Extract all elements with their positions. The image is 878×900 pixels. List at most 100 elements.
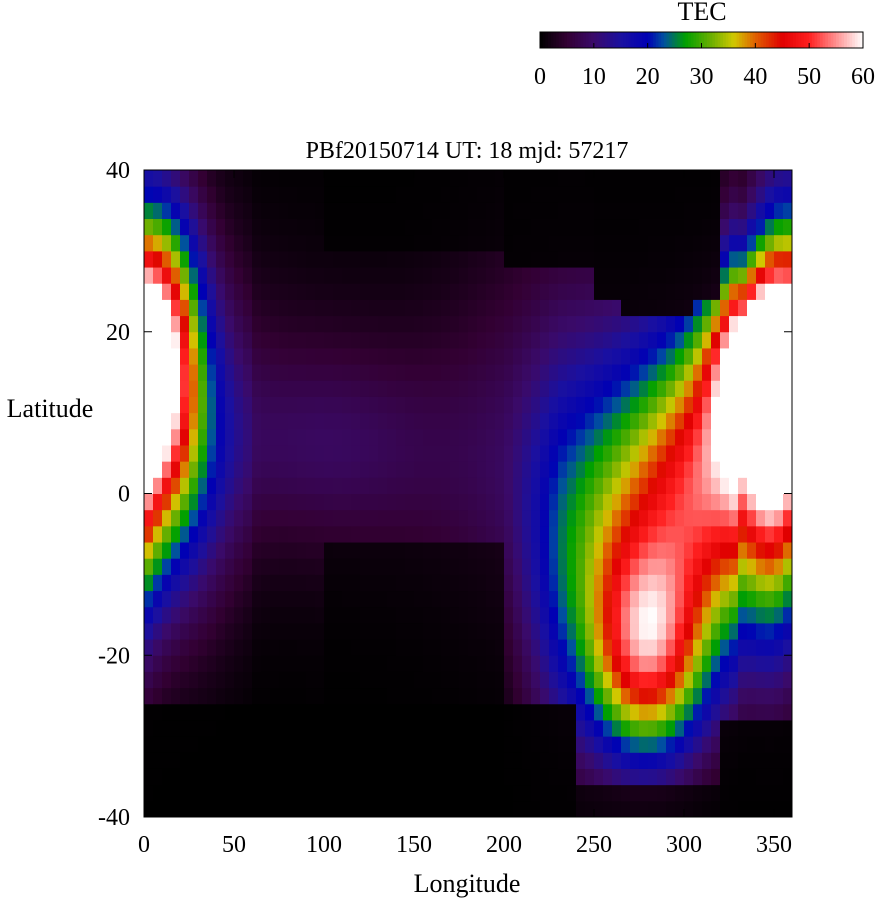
heatmap-cell bbox=[162, 768, 172, 786]
heatmap-cell bbox=[495, 542, 505, 559]
heatmap-cell bbox=[747, 736, 757, 753]
colorbar-segment bbox=[607, 32, 611, 48]
heatmap-cell bbox=[387, 622, 397, 640]
heatmap-cell bbox=[774, 768, 784, 786]
heatmap-cell bbox=[360, 380, 370, 397]
heatmap-cell bbox=[711, 444, 721, 462]
heatmap-cell bbox=[729, 574, 739, 592]
heatmap-cell bbox=[702, 412, 712, 430]
heatmap-cell bbox=[144, 493, 154, 511]
heatmap-cell bbox=[477, 283, 487, 300]
heatmap-cell bbox=[540, 558, 550, 575]
heatmap-cell bbox=[216, 412, 226, 430]
heatmap-cell bbox=[333, 590, 343, 608]
heatmap-cell bbox=[441, 267, 451, 284]
heatmap-cell bbox=[432, 202, 442, 220]
heatmap-cell bbox=[549, 639, 559, 656]
heatmap-cell bbox=[684, 170, 694, 187]
heatmap-cell bbox=[765, 331, 775, 349]
heatmap-cell bbox=[306, 768, 316, 786]
heatmap-cell bbox=[612, 412, 622, 430]
heatmap-cell bbox=[558, 250, 568, 268]
heatmap-cell bbox=[342, 461, 352, 478]
heatmap-cell bbox=[486, 250, 496, 268]
colorbar-segment bbox=[741, 32, 746, 48]
heatmap-cell bbox=[252, 590, 262, 608]
heatmap-cell bbox=[513, 477, 523, 494]
heatmap-cell bbox=[468, 558, 478, 575]
heatmap-cell bbox=[432, 250, 442, 268]
heatmap-cell bbox=[621, 428, 631, 446]
heatmap-cell bbox=[144, 267, 154, 284]
heatmap-cell bbox=[594, 655, 604, 672]
heatmap-cell bbox=[351, 671, 361, 689]
colorbar-segment bbox=[658, 32, 662, 48]
heatmap-cell bbox=[765, 202, 775, 220]
heatmap-cell bbox=[252, 347, 262, 365]
heatmap-cell bbox=[756, 250, 766, 268]
heatmap-cell bbox=[279, 461, 289, 478]
heatmap-cell bbox=[585, 606, 595, 624]
heatmap-cell bbox=[243, 671, 253, 689]
heatmap-cell bbox=[261, 703, 271, 721]
heatmap-cell bbox=[414, 283, 424, 300]
heatmap-cell bbox=[729, 347, 739, 365]
heatmap-cell bbox=[747, 639, 757, 656]
heatmap-cell bbox=[171, 380, 181, 397]
heatmap-cell bbox=[657, 283, 667, 300]
heatmap-cell bbox=[756, 444, 766, 462]
heatmap-cell bbox=[468, 703, 478, 721]
heatmap-cell bbox=[270, 477, 280, 494]
heatmap-cell bbox=[324, 509, 334, 527]
heatmap-cell bbox=[576, 234, 586, 252]
chart-title: PBf20150714 UT: 18 mjd: 57217 bbox=[306, 138, 629, 164]
heatmap-cell bbox=[558, 719, 568, 737]
heatmap-cell bbox=[432, 525, 442, 543]
heatmap-cell bbox=[414, 186, 424, 203]
heatmap-cell bbox=[396, 315, 406, 333]
heatmap-cell bbox=[459, 752, 469, 769]
heatmap-cell bbox=[729, 186, 739, 203]
heatmap-cell bbox=[162, 412, 172, 430]
heatmap-cell bbox=[648, 703, 658, 721]
x-tick-label: 50 bbox=[222, 832, 246, 858]
heatmap-cell bbox=[306, 267, 316, 284]
heatmap-cell bbox=[666, 170, 676, 187]
heatmap-cell bbox=[198, 703, 208, 721]
heatmap-cell bbox=[162, 444, 172, 462]
heatmap-cell bbox=[333, 687, 343, 705]
heatmap-cell bbox=[558, 768, 568, 786]
heatmap-cell bbox=[396, 655, 406, 672]
heatmap-cell bbox=[144, 655, 154, 672]
heatmap-cell bbox=[648, 267, 658, 284]
heatmap-cell bbox=[297, 250, 307, 268]
heatmap-cell bbox=[504, 461, 514, 478]
heatmap-cell bbox=[729, 461, 739, 478]
heatmap-cell bbox=[603, 622, 613, 640]
heatmap-cell bbox=[288, 639, 298, 656]
heatmap-cell bbox=[180, 202, 190, 220]
heatmap-cell bbox=[171, 784, 181, 802]
colorbar-segment bbox=[599, 32, 603, 48]
heatmap-cell bbox=[225, 267, 235, 284]
heatmap-cell bbox=[477, 493, 487, 511]
heatmap-cell bbox=[207, 283, 217, 300]
heatmap-cell bbox=[270, 444, 280, 462]
heatmap-cell bbox=[207, 493, 217, 511]
heatmap-cell bbox=[603, 687, 613, 705]
colorbar-segment bbox=[696, 32, 700, 48]
heatmap-cell bbox=[774, 800, 784, 818]
heatmap-cell bbox=[594, 622, 604, 640]
heatmap-cell bbox=[522, 655, 532, 672]
heatmap-cell bbox=[621, 299, 631, 317]
heatmap-cell bbox=[513, 250, 523, 268]
heatmap-cell bbox=[639, 768, 649, 786]
heatmap-cell bbox=[558, 703, 568, 721]
heatmap-cell bbox=[333, 234, 343, 252]
heatmap-cell bbox=[774, 509, 784, 527]
heatmap-cell bbox=[342, 606, 352, 624]
heatmap-cell bbox=[531, 687, 541, 705]
heatmap-cell bbox=[189, 396, 199, 414]
heatmap-cell bbox=[405, 606, 415, 624]
